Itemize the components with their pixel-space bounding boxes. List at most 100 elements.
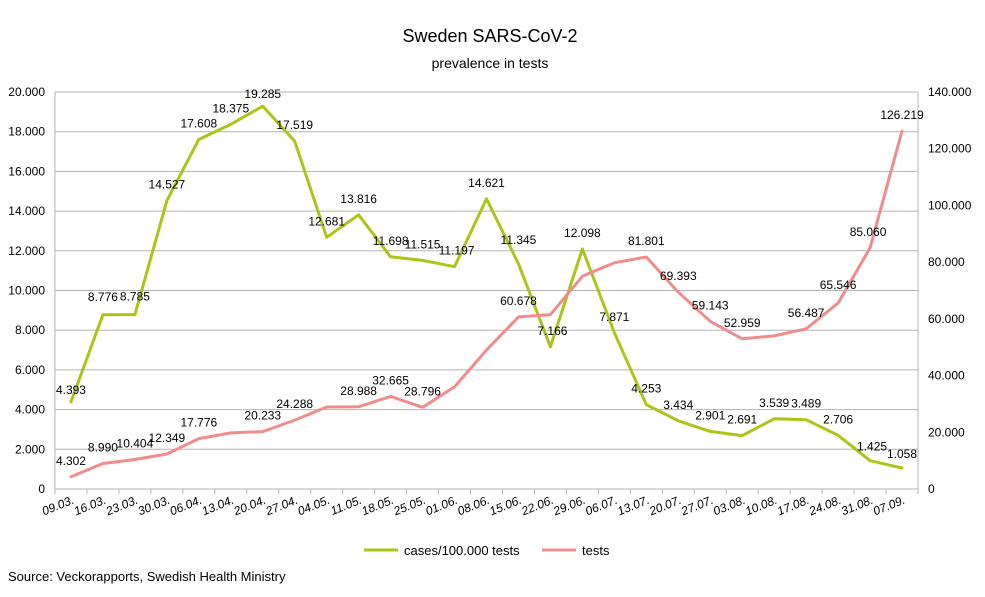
y-left-tick-label: 4.000 <box>15 403 45 417</box>
x-tick-label: 11.05. <box>328 493 363 518</box>
x-tick-label: 03.08. <box>711 493 747 518</box>
data-label: 28.796 <box>404 384 441 398</box>
gridlines <box>54 91 919 490</box>
data-label: 14.527 <box>149 178 186 192</box>
y-left-tick-label: 16.000 <box>8 164 45 178</box>
chart: Sweden SARS-CoV-2 prevalence in tests 0 2… <box>8 26 972 558</box>
x-tick-label: 15.06. <box>487 493 523 518</box>
source-note: Source: Veckorapports, Swedish Health Mi… <box>8 569 286 584</box>
x-tick-label: 08.06. <box>455 493 491 518</box>
legend-label: cases/100.000 tests <box>404 543 520 558</box>
x-tick-label: 31.08. <box>839 493 875 518</box>
data-label: 11.698 <box>373 234 409 248</box>
y-left-tick-label: 2.000 <box>15 442 45 456</box>
data-label: 24.288 <box>276 397 313 411</box>
data-label: 4.302 <box>56 454 86 468</box>
data-label: 12.349 <box>149 431 186 445</box>
series-line-1 <box>69 104 904 470</box>
data-label: 14.621 <box>468 176 505 190</box>
data-label: 12.681 <box>308 214 345 228</box>
data-label: 28.988 <box>340 384 377 398</box>
x-tick-label: 25.05. <box>391 493 428 519</box>
data-label: 3.434 <box>663 398 693 412</box>
y-right-tick-label: 100.000 <box>928 198 972 212</box>
data-label: 8.776 <box>88 290 118 304</box>
data-label: 19.285 <box>244 87 281 101</box>
x-tick-label: 10.08. <box>743 493 779 518</box>
data-label: 56.487 <box>788 306 825 320</box>
y-right-tick-label: 120.000 <box>928 142 972 156</box>
chart-subtitle: prevalence in tests <box>432 55 549 71</box>
data-label: 20.233 <box>244 409 281 423</box>
x-tick-label: 20.07. <box>646 493 683 519</box>
data-label: 11.197 <box>439 244 475 258</box>
x-tick-label: 04.05. <box>296 493 332 518</box>
data-label: 85.060 <box>850 225 887 239</box>
data-label: 60.678 <box>500 294 537 308</box>
series-lines <box>69 104 904 479</box>
legend-label: tests <box>582 543 610 558</box>
x-tick-label: 27.04. <box>263 493 300 519</box>
data-label: 17.519 <box>276 118 313 132</box>
data-label: 3.539 <box>759 396 789 410</box>
y-axis-right: 0 20.000 40.000 60.000 80.000 100.000 120.000 1… <box>928 85 972 496</box>
data-label: 11.345 <box>501 233 537 247</box>
data-label: 126.219 <box>880 108 924 122</box>
x-axis: 09.03.16.03.23.03.30.03.06.04.13.04.20.0… <box>40 489 919 519</box>
data-label: 52.959 <box>724 316 761 330</box>
y-left-tick-label: 18.000 <box>8 125 45 139</box>
x-tick-label: 27.07. <box>678 493 715 519</box>
data-label: 7.166 <box>537 324 567 338</box>
y-right-tick-label: 60.000 <box>928 312 965 326</box>
data-label: 2.706 <box>823 412 853 426</box>
y-left-tick-label: 12.000 <box>8 244 45 258</box>
data-label: 8.990 <box>88 441 118 455</box>
y-left-tick-label: 6.000 <box>15 363 45 377</box>
x-tick-label: 23.03. <box>103 493 140 519</box>
data-label: 7.871 <box>599 310 629 324</box>
data-label: 4.253 <box>631 382 661 396</box>
data-label: 32.665 <box>372 373 409 387</box>
data-label: 1.425 <box>857 440 887 454</box>
x-tick-label: 29.06. <box>550 493 587 519</box>
chart-title: Sweden SARS-CoV-2 <box>402 26 577 46</box>
data-label: 69.393 <box>660 269 697 283</box>
x-tick-label: 17.08. <box>775 493 811 518</box>
x-tick-label: 22.06. <box>518 493 555 519</box>
x-tick-label: 24.08. <box>806 493 843 519</box>
x-tick-label: 20.04. <box>231 493 268 519</box>
series-line-2 <box>69 129 904 479</box>
x-tick-label: 16.03. <box>72 493 108 518</box>
y-right-tick-label: 80.000 <box>928 255 965 269</box>
data-label: 3.489 <box>791 397 821 411</box>
data-label: 17.608 <box>180 116 217 130</box>
data-label: 4.393 <box>56 383 86 397</box>
x-tick-label: 13.07. <box>615 493 651 518</box>
data-label: 13.816 <box>340 192 377 206</box>
legend: cases/100.000 tests tests <box>364 543 610 558</box>
x-tick-label: 18.05. <box>360 493 396 518</box>
x-tick-label: 13.04. <box>200 493 236 518</box>
data-label: 12.098 <box>564 226 601 240</box>
y-right-tick-label: 20.000 <box>928 425 965 439</box>
data-label: 59.143 <box>692 298 729 312</box>
y-right-tick-label: 40.000 <box>928 369 965 383</box>
x-tick-label: 06.07. <box>583 493 619 518</box>
data-label: 81.801 <box>628 234 665 248</box>
y-left-tick-label: 10.000 <box>8 284 45 298</box>
data-label: 65.546 <box>820 278 857 292</box>
y-axis-left: 0 2.000 4.000 6.000 8.000 10.000 12.000 14.000 1… <box>8 85 45 496</box>
x-tick-label: 09.03. <box>40 493 76 518</box>
data-label: 17.776 <box>180 416 217 430</box>
y-left-tick-label: 8.000 <box>15 323 45 337</box>
x-tick-label: 07.09. <box>871 493 907 518</box>
data-label: 2.901 <box>695 408 725 422</box>
y-right-tick-label: 0 <box>928 482 935 496</box>
data-label: 18.375 <box>212 101 249 115</box>
data-label: 11.515 <box>405 237 441 251</box>
y-left-tick-label: 0 <box>38 482 45 496</box>
data-label: 2.691 <box>727 413 757 427</box>
y-right-tick-label: 140.000 <box>928 85 972 99</box>
x-tick-label: 30.03. <box>136 493 172 518</box>
